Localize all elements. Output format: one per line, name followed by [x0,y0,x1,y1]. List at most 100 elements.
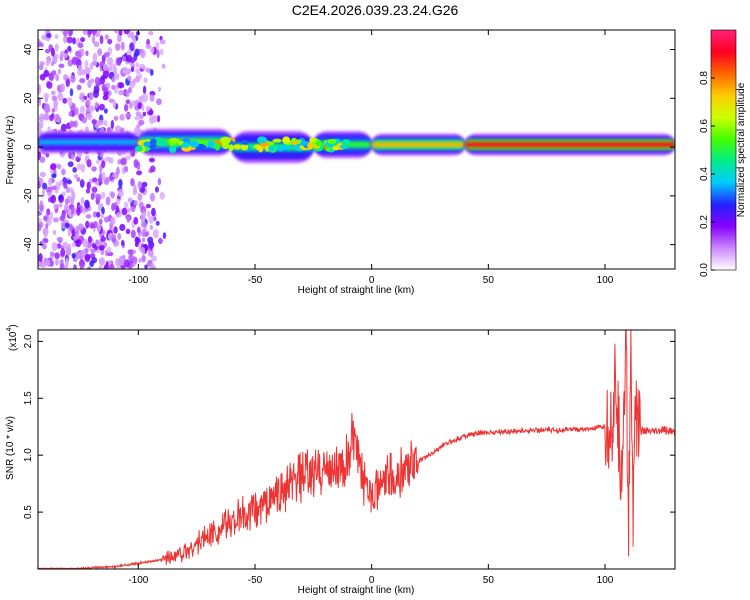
noise-speckle [59,263,65,269]
noise-speckle [98,172,103,183]
noise-speckle [149,94,155,102]
noise-speckle [76,177,81,182]
noise-speckle [92,177,98,183]
noise-speckle [68,111,73,117]
noise-speckle [57,68,62,75]
noise-speckle [156,98,162,106]
noise-speckle [141,229,147,238]
snr-x-tick-label: 100 [597,575,614,586]
noise-speckle [79,92,85,98]
noise-speckle [87,30,93,35]
noise-speckle [67,161,74,168]
noise-speckle [103,108,108,114]
noise-speckle [43,228,48,238]
noise-speckle [50,47,55,57]
noise-speckle [126,49,132,57]
noise-speckle [135,68,141,75]
noise-speckle [51,108,55,113]
noise-speckle [153,216,157,222]
noise-speckle [46,259,51,267]
noise-speckle [86,266,92,269]
noise-speckle [48,177,53,187]
noise-speckle [87,236,93,243]
noise-speckle [117,233,122,240]
noise-speckle [139,63,145,69]
ridge-blob [282,136,291,145]
noise-speckle [117,188,124,198]
noise-speckle [112,173,116,179]
noise-speckle [51,95,58,102]
noise-speckle [134,115,141,121]
snr-x-tick-label: 50 [483,575,495,586]
noise-speckle [123,259,131,268]
noise-speckle [82,238,89,248]
noise-speckle [110,119,115,129]
noise-speckle [64,203,69,212]
ridge-blob [253,144,261,149]
noise-speckle [84,126,89,133]
ridge-blob [341,139,351,146]
noise-speckle [132,261,136,267]
noise-speckle [128,102,133,109]
noise-speckle [84,60,89,69]
noise-speckle [118,89,125,96]
noise-speckle [63,74,68,81]
noise-speckle [58,63,65,69]
noise-speckle [65,186,71,194]
noise-speckle [103,90,109,96]
colorbar-gradient [710,29,737,271]
noise-speckle [114,30,119,34]
noise-speckle [50,163,57,170]
noise-speckle [60,83,66,93]
noise-speckle [141,237,146,243]
noise-speckle [111,76,116,83]
ridge-blob [189,140,200,148]
noise-speckle [116,57,122,66]
noise-speckle [53,203,58,210]
noise-speckle [60,247,66,257]
noise-speckle [110,63,117,69]
noise-speckle [149,69,154,76]
noise-speckle [98,244,105,251]
spectrogram-x-tick-label: -100 [128,275,148,286]
snr-x-axis-label: Height of straight line (km) [298,585,415,596]
noise-speckle [98,257,106,266]
noise-speckle [159,48,164,56]
noise-speckle [72,37,76,45]
noise-speckle [76,84,82,91]
noise-speckle [89,260,95,267]
noise-speckle [56,236,63,242]
noise-speckle [82,30,89,35]
noise-speckle [54,34,59,40]
snr-frame [37,329,676,570]
noise-speckle [43,112,50,121]
noise-speckle [108,157,114,164]
noise-speckle [46,81,53,89]
noise-speckle [138,119,145,126]
spectrogram-y-tick-label: 0 [23,144,34,150]
ridge-blob [135,145,143,152]
noise-speckle [39,200,44,207]
noise-speckle [142,111,147,117]
snr-scale-base: (x10 [8,331,19,351]
noise-speckle [123,201,129,209]
noise-speckle [91,60,98,66]
noise-speckle [136,226,141,234]
noise-speckle [100,213,105,219]
noise-speckle [135,62,140,68]
noise-speckle [96,159,100,165]
noise-speckle [80,197,85,205]
snr-x-tick-label: -50 [248,575,263,586]
noise-speckle [131,256,137,263]
noise-speckle [98,265,103,269]
noise-speckle [132,35,137,45]
noise-speckle [125,228,131,235]
noise-speckle [115,205,120,212]
noise-speckle [122,55,127,62]
noise-speckle [51,242,58,252]
noise-speckle [66,179,72,185]
noise-speckle [124,165,129,173]
noise-speckle [129,57,136,64]
noise-speckle [149,224,154,230]
noise-speckle [76,163,82,171]
